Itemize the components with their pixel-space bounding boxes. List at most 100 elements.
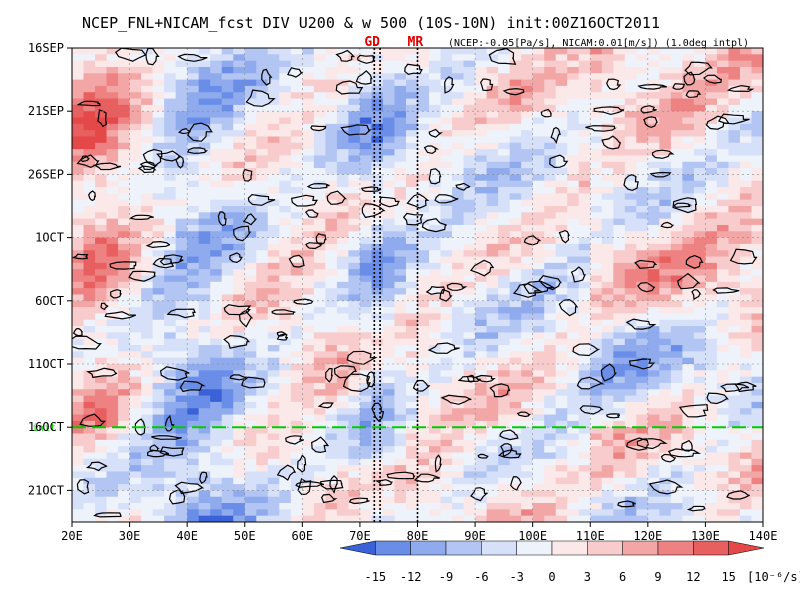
heatmap-cell bbox=[382, 168, 396, 175]
heatmap-cell bbox=[72, 174, 85, 182]
heatmap-cell bbox=[670, 48, 683, 55]
heatmap-cell bbox=[405, 269, 419, 277]
heatmap-cell bbox=[359, 111, 373, 119]
heatmap-cell bbox=[244, 136, 257, 144]
heatmap-cell bbox=[613, 281, 626, 289]
heatmap-cell bbox=[83, 136, 96, 144]
heatmap-cell bbox=[739, 142, 753, 150]
heatmap-cell bbox=[405, 237, 419, 245]
heatmap-cell bbox=[567, 281, 580, 289]
contour-line bbox=[502, 87, 525, 96]
heatmap-cell bbox=[509, 503, 522, 510]
heatmap-cell bbox=[567, 433, 580, 441]
heatmap-cell bbox=[210, 345, 223, 352]
heatmap-cell bbox=[601, 420, 614, 428]
heatmap-cell bbox=[751, 142, 763, 150]
heatmap-cell bbox=[532, 465, 545, 473]
heatmap-cell bbox=[532, 496, 545, 504]
contour-line bbox=[637, 83, 668, 90]
heatmap-cell bbox=[221, 294, 234, 302]
heatmap-cell bbox=[371, 281, 384, 289]
y-tick-label: 21OCT bbox=[28, 483, 64, 497]
heatmap-cell bbox=[532, 174, 545, 182]
heatmap-cell bbox=[486, 401, 499, 409]
heatmap-cell bbox=[624, 401, 637, 409]
heatmap-cell bbox=[452, 130, 465, 138]
heatmap-cell bbox=[716, 281, 730, 289]
heatmap-cell bbox=[440, 256, 453, 264]
heatmap-cell bbox=[359, 161, 373, 169]
heatmap-cell bbox=[405, 288, 419, 296]
heatmap-cell bbox=[106, 496, 119, 504]
heatmap-cell bbox=[716, 439, 730, 447]
heatmap-cell bbox=[405, 218, 419, 226]
heatmap-cell bbox=[359, 439, 373, 447]
heatmap-cell bbox=[601, 111, 614, 119]
heatmap-cell bbox=[647, 79, 660, 87]
contour-line bbox=[706, 392, 729, 405]
heatmap-cell bbox=[624, 477, 637, 485]
heatmap-cell bbox=[302, 484, 315, 491]
heatmap-cell bbox=[382, 275, 396, 283]
heatmap-cell bbox=[359, 496, 373, 504]
heatmap-cell bbox=[198, 187, 211, 194]
heatmap-cell bbox=[509, 161, 522, 169]
heatmap-cell bbox=[325, 294, 338, 302]
heatmap-cell bbox=[452, 401, 465, 409]
heatmap-cell bbox=[359, 357, 373, 365]
heatmap-cell bbox=[106, 477, 119, 485]
heatmap-cell bbox=[382, 237, 396, 245]
heatmap-cell bbox=[498, 382, 511, 390]
heatmap-cell bbox=[313, 281, 326, 289]
heatmap-cell bbox=[152, 313, 165, 321]
heatmap-cell bbox=[336, 382, 349, 390]
heatmap-cell bbox=[751, 300, 763, 308]
contour-line bbox=[726, 490, 750, 500]
heatmap-cell bbox=[509, 256, 522, 264]
heatmap-cell bbox=[509, 117, 522, 125]
heatmap-cell bbox=[175, 401, 188, 409]
heatmap-cell bbox=[509, 357, 522, 365]
heatmap-cell bbox=[578, 414, 591, 422]
heatmap-cell bbox=[463, 269, 476, 277]
heatmap-cell bbox=[175, 142, 188, 150]
heatmap-cell bbox=[751, 193, 763, 201]
heatmap-cell bbox=[187, 332, 200, 340]
heatmap-cell bbox=[659, 433, 672, 441]
heatmap-cell bbox=[382, 319, 396, 327]
heatmap-cell bbox=[405, 439, 419, 447]
heatmap-cell bbox=[141, 54, 154, 62]
heatmap-cell bbox=[256, 199, 269, 207]
heatmap-cell bbox=[486, 338, 499, 346]
heatmap-cell bbox=[359, 212, 373, 220]
heatmap-cell bbox=[394, 382, 407, 390]
heatmap-cell bbox=[382, 300, 396, 308]
heatmap-cell bbox=[290, 136, 303, 144]
heatmap-cell bbox=[509, 187, 522, 194]
heatmap-cell bbox=[636, 136, 649, 144]
heatmap-cell bbox=[475, 243, 488, 251]
heatmap-cell bbox=[682, 458, 695, 466]
heatmap-cell bbox=[267, 326, 280, 333]
heatmap-cell bbox=[382, 433, 396, 441]
heatmap-cell bbox=[716, 401, 730, 409]
heatmap-cell bbox=[394, 85, 407, 93]
heatmap-cell bbox=[348, 92, 361, 100]
heatmap-cell bbox=[429, 66, 442, 74]
heatmap-cell bbox=[233, 370, 246, 378]
heatmap-cell bbox=[682, 243, 695, 251]
heatmap-cell bbox=[728, 496, 741, 504]
heatmap-cell bbox=[705, 414, 718, 422]
heatmap-cell bbox=[624, 262, 637, 270]
contour-line bbox=[335, 49, 356, 62]
heatmap-cell bbox=[417, 496, 430, 504]
heatmap-cell bbox=[72, 414, 85, 422]
heatmap-cell bbox=[106, 161, 119, 169]
heatmap-cell bbox=[440, 130, 453, 138]
heatmap-cell bbox=[498, 269, 511, 277]
heatmap-cell bbox=[382, 130, 396, 138]
heatmap-cell bbox=[521, 111, 534, 119]
heatmap-cell bbox=[371, 250, 384, 258]
heatmap-cell bbox=[440, 446, 453, 454]
heatmap-cell bbox=[118, 60, 131, 68]
